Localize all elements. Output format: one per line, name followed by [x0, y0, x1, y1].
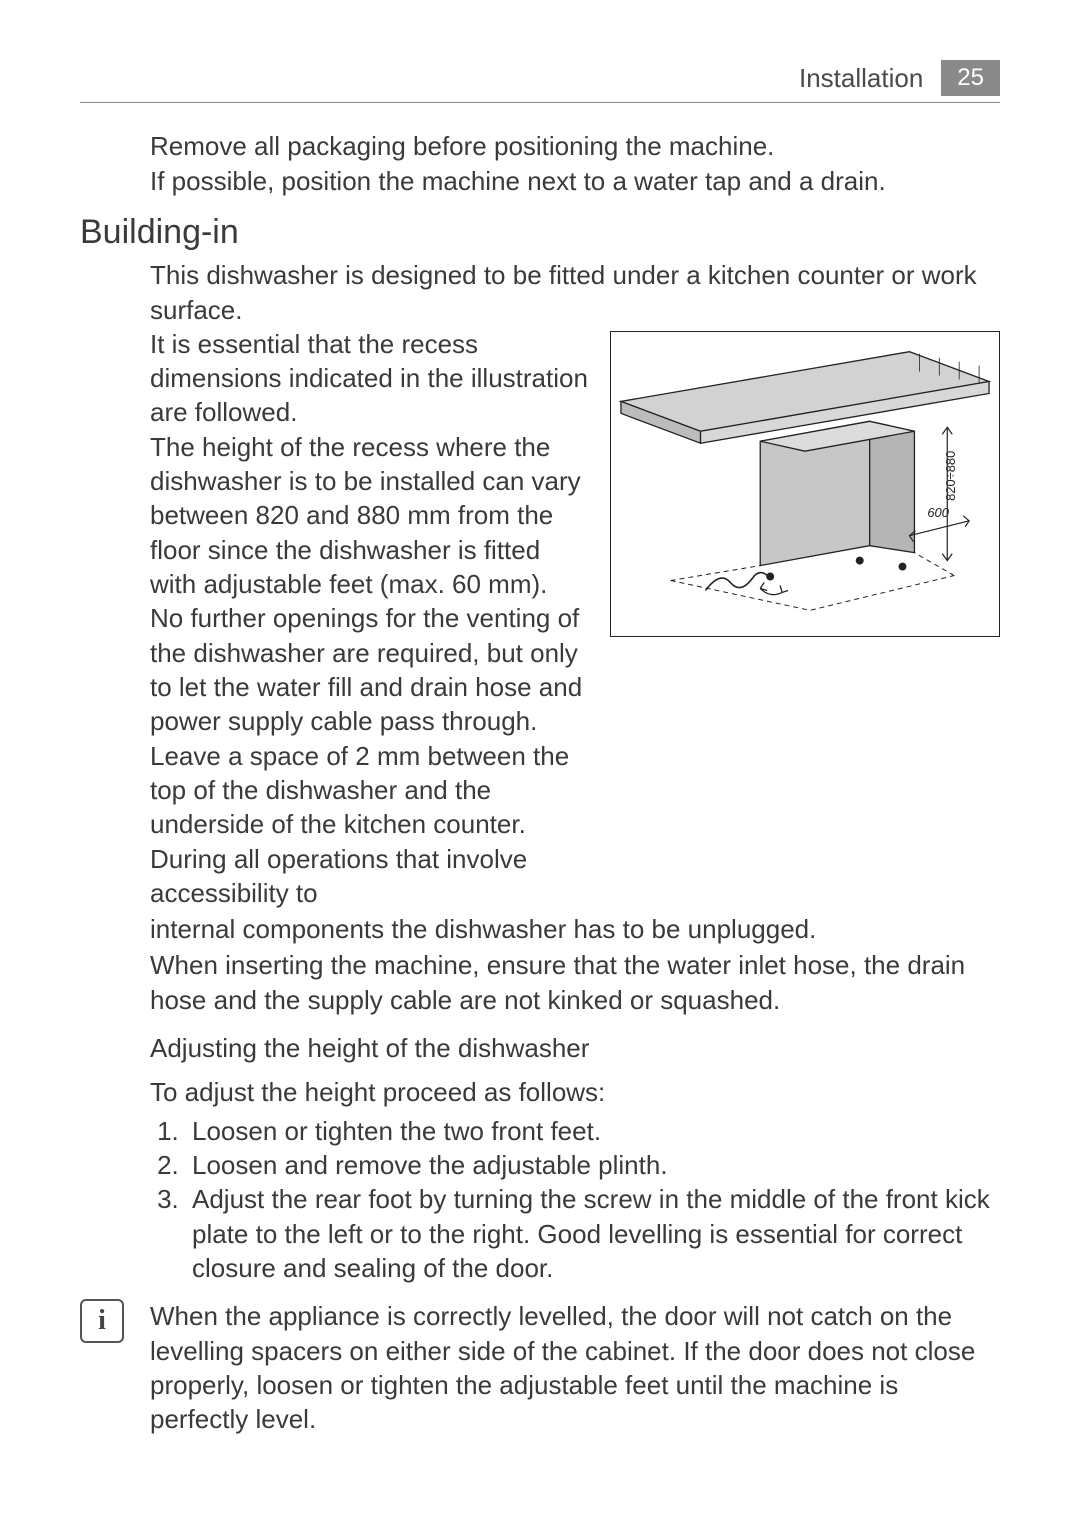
height-label: 820÷880: [943, 451, 958, 501]
adjust-arrows-icon: [760, 582, 788, 594]
diagram-svg: 820÷880 600: [611, 331, 999, 637]
info-glyph: i: [98, 1305, 106, 1337]
depth-label: 600: [927, 505, 949, 520]
wrapped-text-column: It is essential that the recess dimensio…: [150, 327, 592, 910]
wrap-para-3: No further openings for the venting of t…: [150, 601, 592, 738]
intro-line-1: Remove all packaging before positioning …: [150, 129, 1000, 164]
adjust-subheading: Adjusting the height of the dishwasher: [150, 1031, 1000, 1065]
page-root: Installation 25 Remove all packaging bef…: [0, 0, 1080, 1497]
step-1: Loosen or tighten the two front feet.: [186, 1114, 1000, 1148]
header-title: Installation: [799, 63, 923, 94]
adjust-lead: To adjust the height proceed as follows:: [150, 1075, 1000, 1109]
wrap-para-4: Leave a space of 2 mm between the top of…: [150, 739, 592, 842]
info-note: i When the appliance is correctly levell…: [80, 1299, 1000, 1436]
wrap-para-5-rest: internal components the dishwasher has t…: [150, 912, 1000, 946]
section-p-after: When inserting the machine, ensure that …: [150, 948, 1000, 1017]
info-icon: i: [80, 1299, 124, 1343]
wrap-para-5-part: During all operations that involve acces…: [150, 842, 592, 911]
step-2: Loosen and remove the adjustable plinth.: [186, 1148, 1000, 1182]
section-p1: This dishwasher is designed to be fitted…: [150, 258, 1000, 327]
section-body: This dishwasher is designed to be fitted…: [150, 258, 1000, 1110]
installation-diagram: 820÷880 600: [610, 331, 1000, 637]
wrap-para-1: It is essential that the recess dimensio…: [150, 327, 592, 430]
page-header: Installation 25: [80, 60, 1000, 103]
text-figure-row: It is essential that the recess dimensio…: [150, 327, 1000, 910]
step-3: Adjust the rear foot by turning the scre…: [186, 1182, 1000, 1285]
page-number-badge: 25: [941, 60, 1000, 96]
intro-line-2: If possible, position the machine next t…: [150, 164, 1000, 199]
info-text: When the appliance is correctly levelled…: [150, 1299, 1000, 1436]
dishwasher-side: [870, 421, 915, 552]
section-heading: Building-in: [80, 213, 1000, 252]
wrap-para-2: The height of the recess where the dishw…: [150, 430, 592, 602]
adjust-steps-list: Loosen or tighten the two front feet. Lo…: [152, 1114, 1000, 1286]
intro-block: Remove all packaging before positioning …: [150, 129, 1000, 199]
